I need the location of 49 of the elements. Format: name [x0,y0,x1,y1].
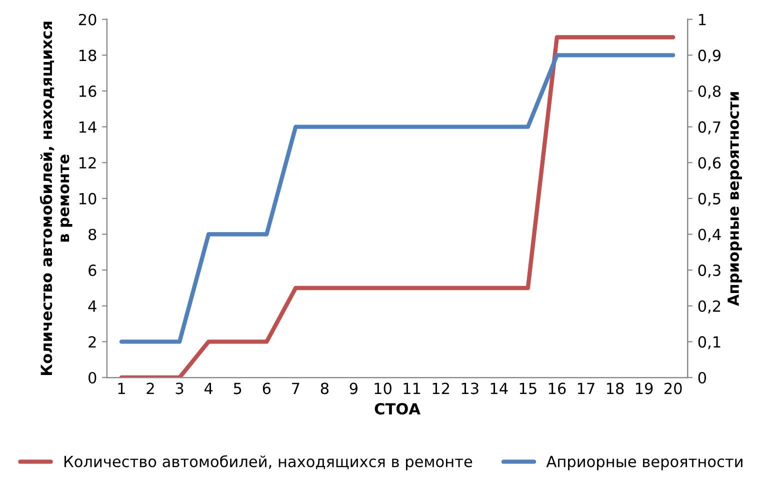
x-axis-title: СТОА [374,402,420,415]
y-tick-label: 4 [88,300,96,312]
x-tick-label: 1 [118,382,125,394]
x-tick-label: 9 [350,382,358,394]
x-tick-label: 18 [606,382,624,394]
y2-tick-label: 1 [699,14,706,26]
y2-axis-title: Априорные вероятности [728,92,742,306]
y-axis-title: Количество автомобилей, находящихся в ремонте [40,22,72,375]
x-tick-label: 4 [204,382,213,394]
x-tick-label: 17 [578,382,594,394]
y2-tick-label: 0,9 [698,50,721,63]
y-tick-label: 12 [79,157,96,168]
y-tick-label: 20 [78,14,96,26]
x-tick-label: 20 [664,382,682,394]
y-tick-label: 10 [79,192,96,204]
x-tick-label: 11 [404,382,420,394]
x-tick-label: 14 [490,382,508,394]
line-series [119,35,676,378]
x-tick-label: 2 [146,382,154,394]
y-tick-label: 16 [79,85,96,98]
y2-tick-label: 0 [698,372,706,384]
y2-tick-label: 0,3 [698,264,720,278]
y2-tick-label: 0,8 [698,85,721,99]
x-tick-label: 19 [636,382,653,394]
y-tick-label: 18 [79,50,96,62]
x-tick-label: 7 [292,382,300,394]
y-tick-label: 0 [88,372,96,384]
y2-tick-label: 0,4 [698,228,721,242]
x-tick-label: 12 [432,382,450,394]
y-tick-label: 6 [88,264,96,276]
x-tick-label: 8 [320,382,329,394]
x-tick-label: 15 [520,382,536,394]
y-tick-label: 2 [88,336,96,348]
y-tick-label: 14 [79,121,96,133]
y-tick-label: 8 [88,228,96,240]
x-tick-label: 13 [462,382,478,394]
x-tick-label: 16 [548,382,566,394]
x-tick-label: 3 [176,382,184,394]
y2-tick-label: 0,6 [698,157,721,170]
legend-label: Априорные вероятности [546,456,742,470]
y2-tick-label: 0,7 [698,121,720,134]
y2-tick-label: 0,5 [698,192,720,206]
line-series [119,53,676,344]
y2-tick-label: 0,2 [698,300,720,314]
legend-label: Количество автомобилей, находящихся в ремонте [64,455,472,470]
x-tick-label: 6 [262,382,271,394]
x-tick-label: 10 [374,382,392,394]
x-tick-label: 5 [234,382,242,394]
y2-tick-label: 0,1 [698,336,720,350]
